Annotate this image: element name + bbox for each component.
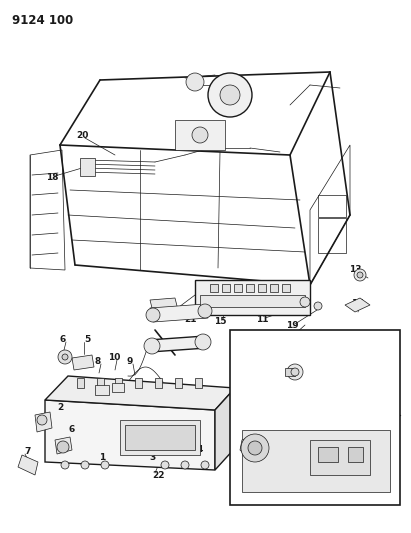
Text: 20: 20 (76, 132, 88, 141)
Circle shape (354, 269, 366, 281)
Bar (246, 284, 254, 292)
Circle shape (146, 308, 160, 322)
Polygon shape (55, 437, 72, 454)
Circle shape (248, 441, 262, 455)
Bar (195, 378, 202, 388)
Polygon shape (242, 430, 390, 492)
Circle shape (241, 434, 269, 462)
Text: 17: 17 (351, 298, 363, 308)
Circle shape (181, 461, 189, 469)
Text: 9124 100: 9124 100 (12, 14, 73, 27)
Polygon shape (150, 304, 208, 322)
Bar (318, 195, 346, 217)
Circle shape (201, 461, 209, 469)
Circle shape (314, 302, 322, 310)
Text: 3: 3 (149, 453, 155, 462)
Circle shape (61, 461, 69, 469)
Bar (318, 447, 338, 462)
Text: 14: 14 (369, 483, 381, 492)
Circle shape (58, 350, 72, 364)
Circle shape (192, 127, 208, 143)
Circle shape (287, 364, 303, 380)
Polygon shape (345, 298, 370, 312)
Bar (115, 378, 122, 388)
Bar (97, 378, 104, 388)
Bar (80, 158, 95, 176)
Bar (155, 378, 162, 388)
Polygon shape (215, 388, 235, 470)
Polygon shape (45, 400, 215, 470)
Bar (318, 218, 346, 253)
Polygon shape (35, 412, 52, 432)
Text: 2: 2 (57, 403, 63, 413)
Bar (135, 378, 142, 388)
Polygon shape (72, 355, 94, 370)
Text: 11: 11 (256, 316, 268, 325)
Text: 8: 8 (95, 358, 101, 367)
Bar (95, 385, 109, 395)
Circle shape (208, 73, 252, 117)
Bar (175, 120, 225, 150)
Text: 21: 21 (184, 316, 196, 325)
Bar (285, 368, 295, 376)
Text: 22: 22 (286, 332, 298, 341)
Circle shape (37, 415, 47, 425)
Bar (77, 378, 84, 388)
Text: 10: 10 (108, 353, 120, 362)
Bar (282, 284, 290, 292)
Text: 6: 6 (69, 425, 75, 434)
Bar (230, 330, 400, 505)
Circle shape (57, 441, 69, 453)
Circle shape (144, 338, 160, 354)
Circle shape (198, 304, 212, 318)
Polygon shape (240, 435, 260, 458)
Bar (258, 284, 266, 292)
Bar (195, 280, 310, 315)
Text: 4: 4 (197, 446, 203, 455)
Bar (222, 284, 230, 292)
Text: 18: 18 (46, 174, 58, 182)
Text: 9: 9 (127, 358, 133, 367)
Polygon shape (18, 455, 38, 475)
Circle shape (101, 461, 109, 469)
Polygon shape (148, 336, 207, 352)
Text: 19: 19 (286, 321, 298, 330)
Bar (120, 420, 200, 455)
Bar (270, 284, 278, 292)
Polygon shape (150, 298, 178, 312)
Text: 7: 7 (25, 448, 31, 456)
Circle shape (291, 368, 299, 376)
Circle shape (220, 85, 240, 105)
Bar (125, 425, 195, 450)
Text: 22: 22 (152, 471, 164, 480)
Bar (210, 284, 218, 292)
Bar (310, 440, 370, 475)
Text: 16: 16 (222, 305, 234, 314)
Text: 12: 12 (240, 343, 252, 352)
Circle shape (62, 354, 68, 360)
Text: 6: 6 (60, 335, 66, 344)
Circle shape (161, 461, 169, 469)
Circle shape (357, 272, 363, 278)
Bar (175, 378, 182, 388)
Text: 15: 15 (214, 318, 226, 327)
Text: 5: 5 (84, 335, 90, 344)
Bar (348, 447, 363, 462)
Bar (200, 295, 305, 307)
Bar (234, 284, 242, 292)
Circle shape (186, 73, 204, 91)
Bar (112, 383, 124, 392)
Circle shape (195, 334, 211, 350)
Circle shape (300, 297, 310, 307)
Circle shape (81, 461, 89, 469)
Polygon shape (45, 376, 235, 410)
Text: 13: 13 (349, 265, 361, 274)
Text: 1: 1 (99, 453, 105, 462)
